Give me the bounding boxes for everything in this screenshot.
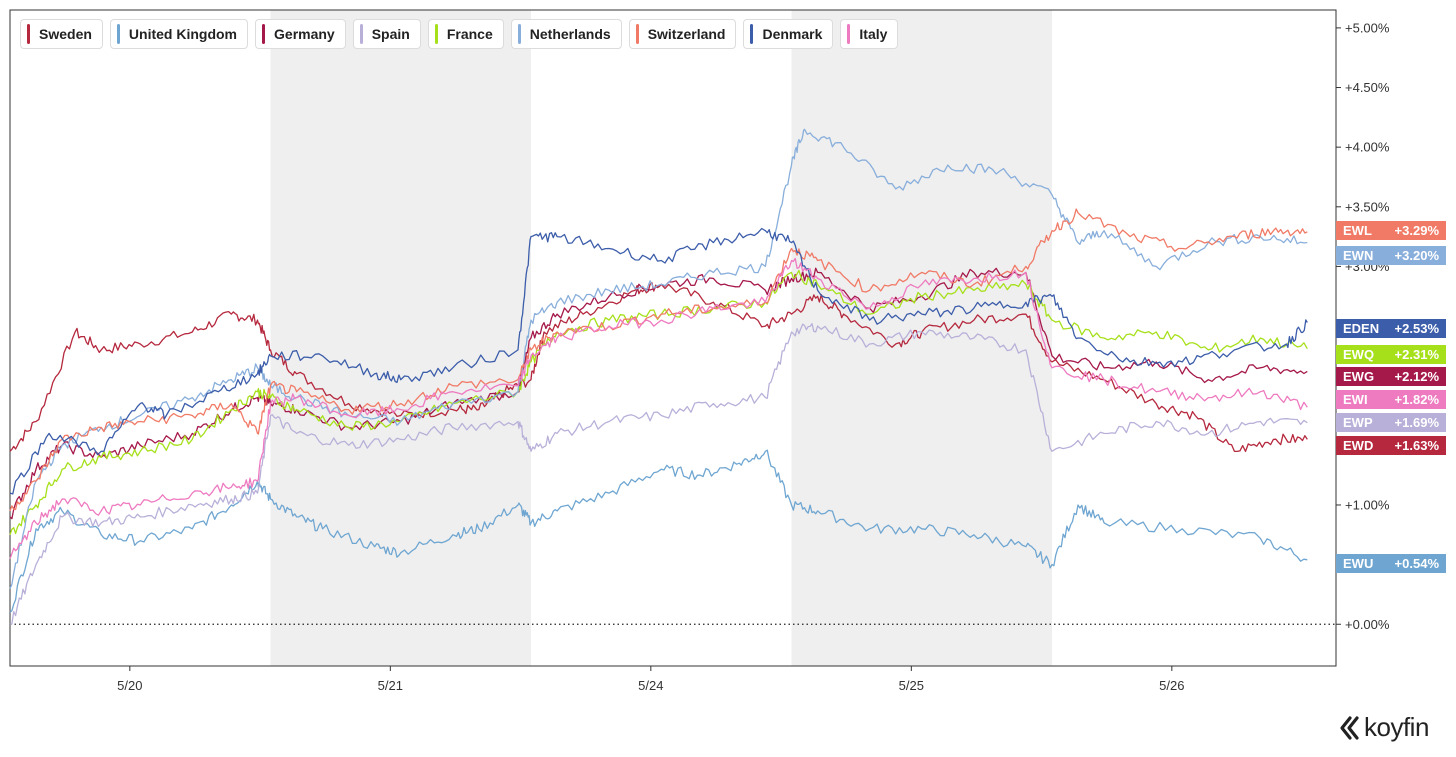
shaded-session (270, 10, 531, 666)
end-tag-ewg: EWG +2.12% (1336, 367, 1446, 386)
end-tag-symbol: EWN (1343, 248, 1374, 263)
y-tick-label: +1.00% (1345, 497, 1390, 512)
legend-label: France (446, 26, 493, 42)
x-tick-label: 5/20 (117, 678, 142, 693)
legend-swatch (847, 24, 851, 44)
legend-swatch (116, 24, 120, 44)
end-tag-ewl: EWL +3.29% (1336, 221, 1446, 240)
koyfin-logo-icon (1340, 715, 1359, 740)
end-tag-value: +3.20% (1394, 248, 1439, 263)
end-tag-symbol: EWD (1343, 438, 1374, 453)
end-tag-value: +2.53% (1394, 321, 1439, 336)
legend-swatch (434, 24, 438, 44)
series-line-germany (9, 267, 1308, 520)
series-line-switzerland (9, 208, 1308, 512)
end-tag-value: +1.82% (1394, 392, 1439, 407)
legend-label: Spain (371, 26, 410, 42)
legend-label: Switzerland (647, 26, 726, 42)
end-tag-symbol: EWQ (1343, 347, 1375, 362)
plot-frame (9, 9, 1337, 667)
legend-item-netherlands[interactable]: Netherlands (510, 19, 622, 49)
x-tick-label: 5/26 (1159, 678, 1184, 693)
series-line-sweden (9, 282, 1308, 453)
legend-label: Germany (274, 26, 335, 42)
end-tag-value: +2.12% (1394, 369, 1439, 384)
legend-item-united-kingdom[interactable]: United Kingdom (109, 19, 249, 49)
legend-label: Sweden (39, 26, 92, 42)
end-tag-value: +2.31% (1394, 347, 1439, 362)
y-tick-label: +4.00% (1345, 140, 1390, 155)
legend-item-italy[interactable]: Italy (840, 19, 899, 49)
end-tag-symbol: EDEN (1343, 321, 1380, 336)
legend-swatch (517, 24, 521, 44)
end-tag-symbol: EWI (1343, 392, 1368, 407)
end-tag-symbol: EWU (1343, 556, 1374, 571)
series-line-france (9, 269, 1308, 536)
end-tag-value: +1.63% (1394, 438, 1439, 453)
legend-item-switzerland[interactable]: Switzerland (628, 19, 737, 49)
y-tick-label: +5.00% (1345, 20, 1390, 35)
legend-item-denmark[interactable]: Denmark (743, 19, 834, 49)
legend-label: Italy (859, 26, 888, 42)
series-line-spain (9, 323, 1308, 625)
x-tick-label: 5/24 (638, 678, 663, 693)
legend-swatch (635, 24, 639, 44)
series-line-italy (9, 257, 1308, 559)
legend-swatch (750, 24, 754, 44)
legend: Sweden United Kingdom Germany Spain France Ne… (20, 19, 899, 49)
end-tag-ewu: EWU +0.54% (1336, 554, 1446, 573)
end-tag-ewn: EWN +3.20% (1336, 246, 1446, 265)
legend-swatch (27, 24, 30, 44)
legend-label: Netherlands (529, 26, 611, 42)
end-tag-symbol: EWL (1343, 223, 1372, 238)
end-tag-value: +0.54% (1394, 556, 1439, 571)
series-line-denmark (9, 227, 1308, 495)
end-tag-ewi: EWI +1.82% (1336, 390, 1446, 409)
legend-swatch (359, 24, 363, 44)
x-tick-label: 5/25 (899, 678, 924, 693)
brand-name: koyfin (1364, 712, 1429, 742)
y-tick-label: +4.50% (1345, 80, 1390, 95)
legend-item-germany[interactable]: Germany (255, 19, 346, 49)
end-tag-value: +3.29% (1394, 223, 1439, 238)
series-line-united-kingdom (9, 449, 1308, 613)
end-tag-ewq: EWQ +2.31% (1336, 345, 1446, 364)
end-tag-ewp: EWP +1.69% (1336, 413, 1446, 432)
y-tick-label: +0.00% (1345, 617, 1390, 632)
legend-swatch (262, 24, 266, 44)
brand-logo: koyfin (1339, 712, 1429, 743)
x-tick-label: 5/21 (378, 678, 403, 693)
series-line-netherlands (9, 128, 1308, 589)
shaded-session (791, 10, 1052, 666)
end-tag-ewd: EWD +1.63% (1336, 436, 1446, 455)
end-tag-value: +1.69% (1394, 415, 1439, 430)
legend-item-france[interactable]: France (427, 19, 504, 49)
end-tag-eden: EDEN +2.53% (1336, 319, 1446, 338)
legend-item-sweden[interactable]: Sweden (20, 19, 103, 49)
y-tick-label: +3.50% (1345, 199, 1390, 214)
legend-item-spain[interactable]: Spain (352, 19, 421, 49)
end-tag-symbol: EWG (1343, 369, 1375, 384)
legend-label: United Kingdom (128, 26, 238, 42)
legend-label: Denmark (762, 26, 823, 42)
end-tag-symbol: EWP (1343, 415, 1373, 430)
